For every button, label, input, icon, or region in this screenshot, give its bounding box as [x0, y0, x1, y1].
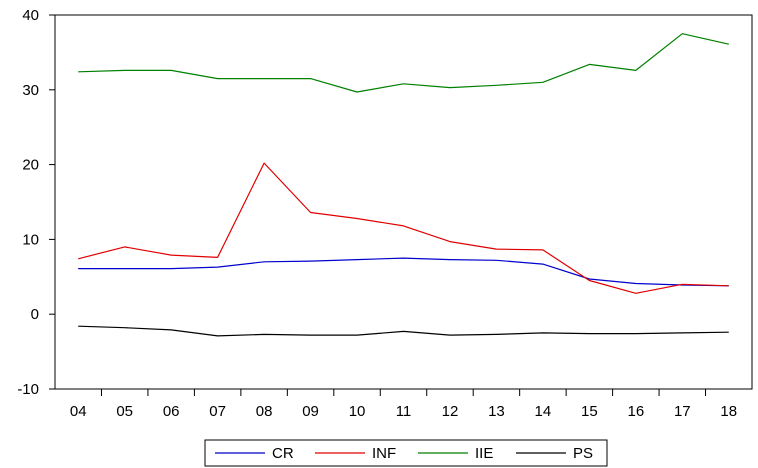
legend-label-iie: IIE [475, 445, 493, 462]
legend-label-inf: INF [372, 445, 396, 462]
series-line-inf [78, 162, 729, 294]
x-tick-label: 17 [674, 403, 691, 420]
x-tick-label: 04 [70, 403, 87, 420]
x-tick-label: 09 [302, 403, 319, 420]
x-tick-label: 08 [256, 403, 273, 420]
y-tick-label: 40 [22, 7, 39, 24]
y-tick-label: 30 [22, 82, 39, 99]
x-tick-label: 06 [163, 403, 180, 420]
x-tick-label: 10 [349, 403, 366, 420]
series-lines [78, 33, 729, 337]
y-tick-label: 0 [31, 306, 39, 323]
x-tick-label: 13 [488, 403, 505, 420]
y-axis: -10 0 10 20 30 40 [17, 7, 55, 398]
x-tick-label: 07 [209, 403, 226, 420]
x-tick-label: 11 [396, 403, 412, 420]
x-axis: 04 05 06 07 08 09 10 11 12 13 14 15 16 17 18 [70, 389, 737, 420]
x-tick-label: 12 [442, 403, 459, 420]
x-tick-label: 15 [581, 403, 598, 420]
legend-label-ps: PS [573, 445, 593, 462]
legend-label-cr: CR [272, 445, 294, 462]
y-tick-label: -10 [17, 381, 39, 398]
x-tick-label: 14 [535, 403, 552, 420]
x-tick-label: 18 [720, 403, 737, 420]
y-tick-label: 10 [22, 231, 39, 248]
y-tick-label: 20 [22, 157, 39, 174]
x-tick-label: 05 [116, 403, 133, 420]
series-line-iie [78, 33, 729, 93]
plot-frame [54, 14, 753, 390]
series-line-cr [78, 257, 729, 287]
x-tick-label: 16 [627, 403, 644, 420]
series-line-ps [78, 325, 729, 337]
legend: CR INF IIE PS [215, 445, 593, 462]
